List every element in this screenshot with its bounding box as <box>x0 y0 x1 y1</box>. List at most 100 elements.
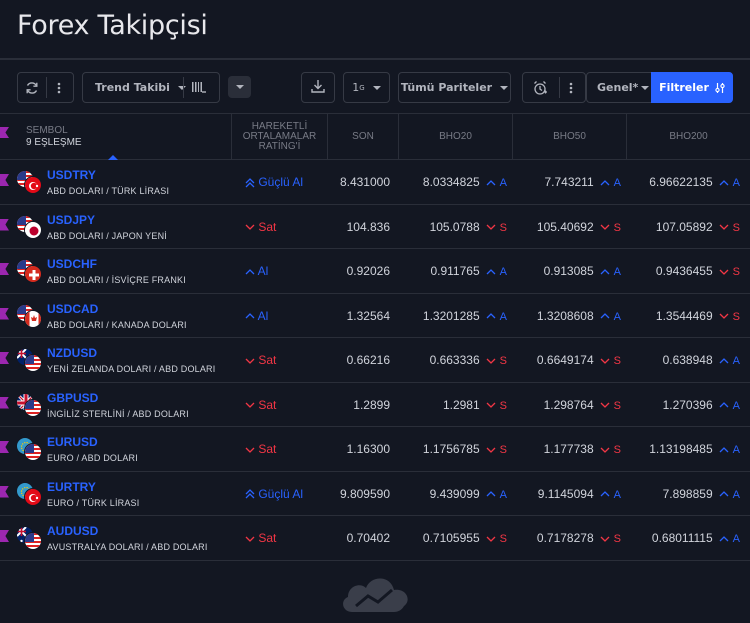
bookmark-flag-icon[interactable] <box>0 485 9 498</box>
arrow-up-icon <box>719 398 729 412</box>
last-price: 104.836 <box>346 219 390 234</box>
page-title: Forex Takipçisi <box>17 10 208 41</box>
bho200-cell: 1.270396 A <box>663 398 740 412</box>
currency-flags <box>16 437 42 461</box>
more-icon[interactable] <box>557 82 585 94</box>
son-header-label: SON <box>352 131 374 142</box>
symbol-description: İNGİLİZ STERLİNİ / ABD DOLARI <box>47 408 189 419</box>
table-row[interactable]: GBPUSD İNGİLİZ STERLİNİ / ABD DOLARI Sat… <box>0 383 750 427</box>
symbol-link[interactable]: USDJPY <box>47 212 96 227</box>
refresh-icon[interactable] <box>18 81 46 95</box>
bars-icon[interactable] <box>191 80 207 97</box>
pairs-select-label: Tümü Pariteler <box>400 81 493 94</box>
symbol-link[interactable]: USDTRY <box>47 168 96 182</box>
bho50-signal: S <box>613 533 621 545</box>
arrow-down-icon <box>600 442 610 456</box>
symbol-link[interactable]: USDCHF <box>47 257 97 271</box>
table-row[interactable]: USDCAD ABD DOLARI / KANADA DOLARI Al 1.3… <box>0 294 750 338</box>
bho200-signal: S <box>732 221 740 234</box>
bho50-signal: S <box>613 355 621 367</box>
toolbar-divider <box>0 113 750 114</box>
symbol-link[interactable]: EURUSD <box>47 435 98 449</box>
symbol-link[interactable]: EURTRY <box>47 479 96 494</box>
filters-button[interactable]: Filtreler <box>651 72 733 103</box>
bho20-value: 8.0334825 <box>422 175 480 189</box>
bho200-cell: 0.638948 A <box>663 353 740 367</box>
arrow-down-icon <box>719 264 729 278</box>
table-row[interactable]: EURUSD EURO / ABD DOLARI Sat 1.16300 1.1… <box>0 427 750 472</box>
symbol-description: ABD DOLARI / İSVİÇRE FRANKI <box>47 275 186 285</box>
bookmark-flag-icon[interactable] <box>0 530 9 542</box>
view-select[interactable]: Genel* <box>597 81 650 94</box>
arrow-up-icon <box>719 487 729 501</box>
download-button[interactable] <box>301 72 335 103</box>
currency-flags <box>16 348 42 372</box>
bho200-value: 0.68011115 <box>651 531 713 545</box>
last-price: 9.809590 <box>339 486 390 501</box>
bookmark-flag-icon[interactable] <box>0 307 9 320</box>
symbol-description: ABD DOLARI / JAPON YENİ <box>47 230 167 241</box>
sort-indicator-icon <box>108 155 118 160</box>
last-price: 8.431000 <box>339 175 390 189</box>
title-divider <box>0 58 750 60</box>
dropdown-toggle-button[interactable] <box>228 76 251 98</box>
bookmark-flag-icon[interactable] <box>0 263 9 275</box>
chevron-up-icon <box>245 309 255 323</box>
bho50-cell: 1.177738 S <box>544 442 621 456</box>
pairs-select[interactable]: Tümü Pariteler <box>398 72 511 103</box>
arrow-down-icon <box>600 353 610 367</box>
flag-us-icon <box>24 354 42 372</box>
bookmark-flag-icon[interactable] <box>0 352 9 364</box>
bookmark-flag-icon[interactable] <box>0 218 9 231</box>
table-row[interactable]: AUDUSD AVUSTRALYA DOLARI / ABD DOLARI Sa… <box>0 516 750 561</box>
bho50-value: 7.743211 <box>544 175 594 189</box>
ma-rating: Al <box>245 264 268 278</box>
table-row[interactable]: USDTRY ABD DOLARI / TÜRK LİRASI Güçlü Al… <box>0 160 750 205</box>
chevron-down-icon <box>372 85 381 90</box>
bookmark-flag-icon[interactable] <box>0 441 9 453</box>
last-price: 0.66216 <box>346 353 390 367</box>
alarm-menu-group <box>522 72 586 103</box>
ma-rating: Sat <box>245 531 276 545</box>
table-row[interactable]: NZDUSD YENİ ZELANDA DOLARI / ABD DOLARI … <box>0 338 750 383</box>
ma-rating-label: Güçlü Al <box>258 486 304 501</box>
bho20-signal: A <box>499 310 507 323</box>
ma-rating: Sat <box>245 220 276 234</box>
bho20-column-header[interactable]: BHO20 <box>399 114 513 160</box>
symbol-description: EURO / TÜRK LİRASI <box>47 497 140 508</box>
trend-select[interactable]: Trend Takibi <box>95 81 186 94</box>
bookmark-flag-icon[interactable] <box>0 396 9 409</box>
table-row[interactable]: USDJPY ABD DOLARI / JAPON YENİ Sat 104.8… <box>0 205 750 249</box>
bho50-value: 1.298764 <box>543 397 594 412</box>
bho200-value: 0.9436455 <box>655 264 713 278</box>
bho20-cell: 0.663336 S <box>430 353 507 367</box>
chevron-down-icon <box>500 85 509 90</box>
son-column-header[interactable]: SON <box>328 114 399 160</box>
symbol-link[interactable]: AUDUSD <box>47 524 99 538</box>
more-icon[interactable] <box>46 82 74 94</box>
symbol-link[interactable]: NZDUSD <box>47 346 97 360</box>
bho20-signal: A <box>499 177 507 189</box>
download-icon <box>310 78 326 97</box>
bho50-column-header[interactable]: BHO50 <box>513 114 627 160</box>
table-row[interactable]: USDCHF ABD DOLARI / İSVİÇRE FRANKI Al 0.… <box>0 249 750 294</box>
interval-label: 1 <box>352 81 360 94</box>
interval-unit: G <box>359 83 365 92</box>
table-row[interactable]: EURTRY EURO / TÜRK LİRASI Güçlü Al 9.809… <box>0 472 750 516</box>
currency-flags <box>16 526 42 550</box>
bho200-cell: 107.05892 S <box>656 220 740 234</box>
symbol-link[interactable]: GBPUSD <box>47 390 99 405</box>
trend-select-label: Trend Takibi <box>95 81 170 94</box>
symbol-column-header[interactable]: SEMBOL 9 EŞLEŞME <box>0 114 232 160</box>
arrow-up-icon <box>719 442 729 456</box>
rating-column-header[interactable]: HAREKETLİ ORTALAMALAR RATİNG'İ <box>232 114 328 160</box>
alarm-icon[interactable] <box>523 80 557 96</box>
currency-flags <box>16 170 42 194</box>
bookmark-flag-icon[interactable] <box>0 127 9 138</box>
arrow-up-icon <box>486 309 496 323</box>
bho20-cell: 1.3201285 A <box>423 309 507 323</box>
symbol-link[interactable]: USDCAD <box>47 301 99 316</box>
bookmark-flag-icon[interactable] <box>0 174 9 186</box>
bho200-column-header[interactable]: BHO200 <box>627 114 750 160</box>
